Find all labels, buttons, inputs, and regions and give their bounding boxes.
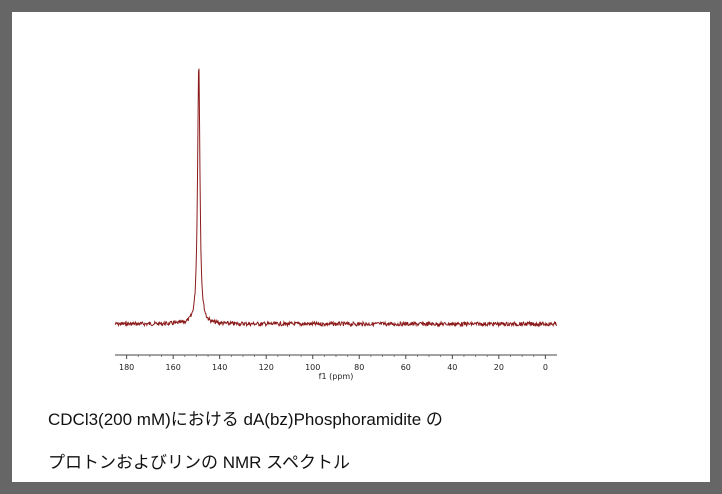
x-tick-label: 160 <box>166 363 181 372</box>
nmr-spectrum-chart: 180 160 140 120 100 80 60 40 20 0 f1 (ppm) <box>114 68 558 381</box>
x-tick-label: 140 <box>212 363 227 372</box>
x-tick-label: 40 <box>447 363 457 372</box>
x-tick-label: 100 <box>305 363 320 372</box>
x-tick-label: 180 <box>119 363 134 372</box>
caption-line-2: プロトンおよびリンの NMR スペクトル <box>48 453 350 472</box>
figure-frame: 180 160 140 120 100 80 60 40 20 0 f1 (ppm) CDCl3(… <box>12 12 710 482</box>
x-tick-label: 60 <box>401 363 411 372</box>
x-ticks: 180 160 140 120 100 80 60 40 20 0 <box>119 355 548 372</box>
x-axis-title: f1 (ppm) <box>319 372 354 381</box>
x-tick-label: 80 <box>354 363 364 372</box>
x-tick-label: 120 <box>259 363 274 372</box>
x-tick-label: 0 <box>543 363 548 372</box>
spectrum-line <box>114 68 558 328</box>
caption-line-1: CDCl3(200 mM)における dA(bz)Phosphoramidite … <box>48 410 443 429</box>
spectrum-layer <box>114 68 558 328</box>
x-tick-label: 20 <box>494 363 504 372</box>
